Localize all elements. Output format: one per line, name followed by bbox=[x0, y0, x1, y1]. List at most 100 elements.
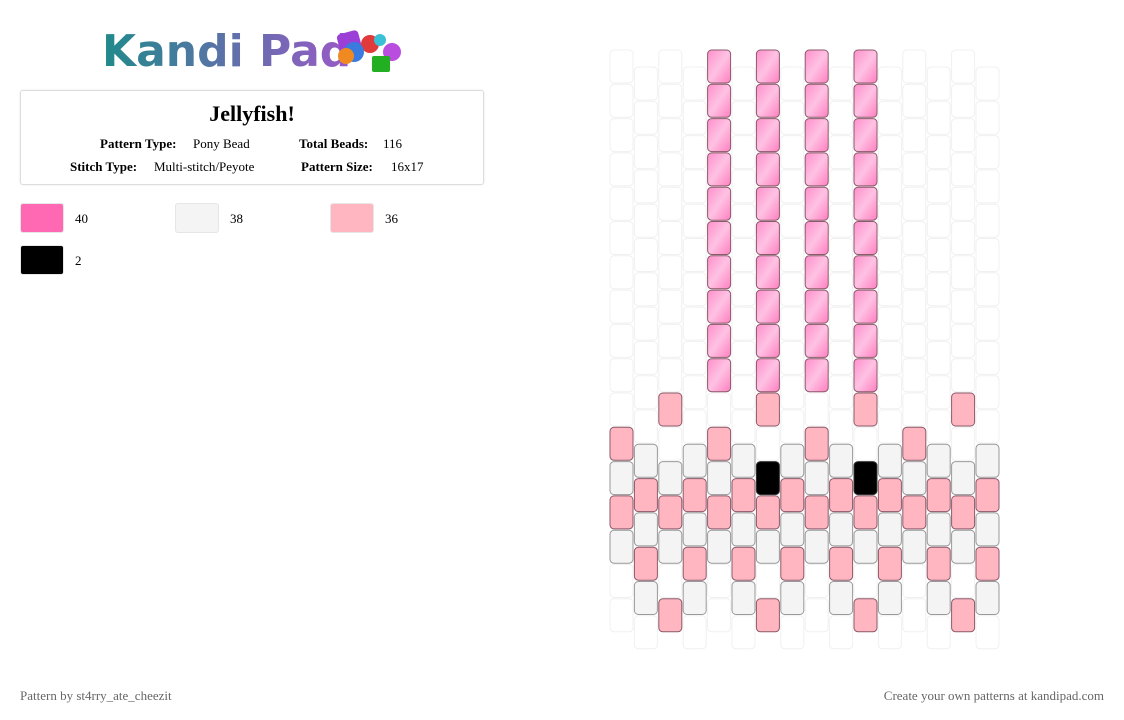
bead bbox=[780, 135, 805, 170]
field-label: Pattern Size: bbox=[301, 159, 373, 174]
bead bbox=[877, 340, 902, 375]
bead bbox=[951, 83, 976, 118]
bead bbox=[707, 323, 732, 358]
field-label: Total Beads: bbox=[299, 136, 369, 151]
bead bbox=[951, 186, 976, 221]
bead bbox=[902, 426, 927, 461]
bead bbox=[633, 375, 658, 410]
bead bbox=[829, 512, 854, 547]
bead bbox=[804, 323, 829, 358]
bead bbox=[633, 581, 658, 615]
bead bbox=[707, 152, 732, 187]
bead bbox=[975, 409, 1000, 444]
bead bbox=[633, 615, 658, 650]
bead bbox=[829, 135, 854, 170]
bead bbox=[682, 238, 707, 272]
bead bbox=[658, 495, 683, 530]
bead bbox=[877, 375, 902, 410]
bead bbox=[609, 392, 634, 427]
bead bbox=[755, 118, 780, 153]
footer-link[interactable]: Create your own patterns at kandipad.com bbox=[883, 688, 1104, 703]
bead bbox=[951, 323, 976, 358]
bead bbox=[707, 461, 732, 496]
bead bbox=[755, 186, 780, 221]
bead bbox=[853, 426, 878, 461]
pattern-info: Jellyfish! Pattern Type: Pony Bead Total… bbox=[20, 90, 484, 185]
color-swatch bbox=[20, 203, 64, 233]
field-value: 116 bbox=[383, 136, 403, 151]
bead bbox=[902, 529, 927, 564]
bead bbox=[951, 221, 976, 255]
bead bbox=[853, 118, 878, 153]
field-value: Multi-stitch/Peyote bbox=[154, 159, 255, 174]
bead bbox=[780, 478, 805, 513]
bead bbox=[658, 118, 683, 153]
bead bbox=[755, 221, 780, 255]
bead bbox=[682, 340, 707, 375]
bead bbox=[853, 289, 878, 324]
bead bbox=[780, 100, 805, 135]
bead bbox=[731, 238, 756, 272]
logo[interactable]: Kandi Pad bbox=[100, 22, 420, 78]
bead bbox=[755, 426, 780, 461]
bead bbox=[926, 306, 951, 341]
bead bbox=[804, 152, 829, 187]
bead bbox=[902, 186, 927, 221]
bead bbox=[902, 289, 927, 324]
bead bbox=[829, 581, 854, 615]
bead bbox=[633, 512, 658, 547]
bead bbox=[609, 49, 634, 84]
bead bbox=[707, 83, 732, 118]
bead bbox=[682, 272, 707, 307]
bead bbox=[926, 546, 951, 581]
bead bbox=[975, 546, 1000, 581]
bead bbox=[926, 478, 951, 513]
bead bbox=[755, 323, 780, 358]
bead bbox=[609, 118, 634, 153]
bead bbox=[658, 152, 683, 187]
bead bbox=[707, 289, 732, 324]
bead bbox=[731, 478, 756, 513]
bead bbox=[829, 546, 854, 581]
bead bbox=[951, 152, 976, 187]
bead bbox=[877, 135, 902, 170]
bead bbox=[853, 255, 878, 290]
bead bbox=[780, 203, 805, 238]
bead bbox=[804, 118, 829, 153]
field-value: Pony Bead bbox=[193, 136, 250, 151]
bead bbox=[682, 512, 707, 547]
bead bbox=[902, 49, 927, 84]
bead bbox=[707, 495, 732, 530]
bead bbox=[707, 118, 732, 153]
bead bbox=[853, 461, 878, 496]
bead bbox=[804, 49, 829, 84]
bead bbox=[658, 323, 683, 358]
bead bbox=[658, 529, 683, 564]
bead bbox=[633, 409, 658, 444]
bead bbox=[755, 83, 780, 118]
bead bbox=[682, 443, 707, 478]
bead bbox=[682, 135, 707, 170]
bead bbox=[853, 186, 878, 221]
bead bbox=[707, 49, 732, 84]
bead bbox=[951, 598, 976, 633]
bead bbox=[951, 358, 976, 393]
bead bbox=[682, 478, 707, 513]
bead bbox=[877, 581, 902, 615]
bead bbox=[926, 443, 951, 478]
pattern-title: Jellyfish! bbox=[209, 101, 295, 126]
bead bbox=[853, 564, 878, 598]
bead bbox=[633, 203, 658, 238]
bead bbox=[731, 203, 756, 238]
bead bbox=[780, 272, 805, 307]
bead bbox=[682, 169, 707, 204]
bead bbox=[780, 443, 805, 478]
bead bbox=[902, 255, 927, 290]
field-label: Stitch Type: bbox=[70, 159, 138, 174]
bead bbox=[755, 152, 780, 187]
bead bbox=[731, 615, 756, 650]
bead bbox=[951, 461, 976, 496]
bead bbox=[975, 169, 1000, 204]
bead bbox=[609, 289, 634, 324]
